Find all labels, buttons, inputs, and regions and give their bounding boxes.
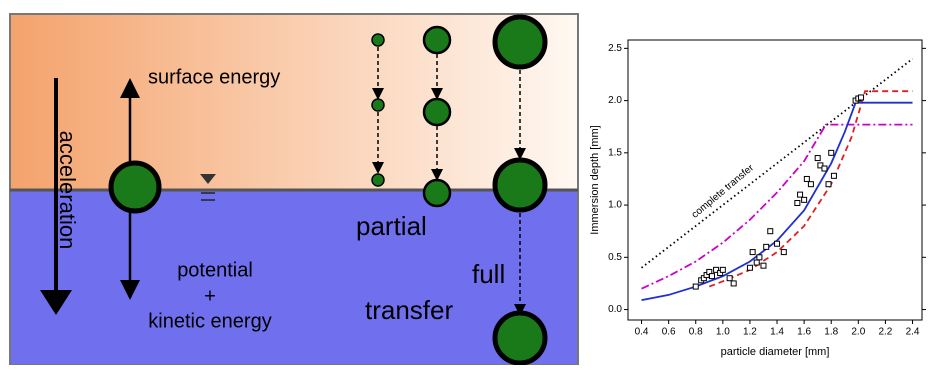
- data-point: [831, 173, 836, 178]
- particle: [372, 34, 384, 46]
- x-tick-label: 2.0: [851, 327, 865, 338]
- diagram: acceleration surface energy potential + …: [10, 14, 578, 365]
- data-point: [731, 281, 736, 286]
- particle: [424, 180, 450, 206]
- data-point: [720, 267, 725, 272]
- figure: acceleration surface energy potential + …: [0, 0, 933, 365]
- data-point: [815, 156, 820, 161]
- data-point: [795, 200, 800, 205]
- data-point: [727, 276, 732, 281]
- x-tick-label: 1.0: [716, 327, 730, 338]
- data-point: [826, 182, 831, 187]
- x-tick-label: 0.6: [662, 327, 676, 338]
- data-point: [757, 255, 762, 260]
- data-point: [802, 197, 807, 202]
- series-line: [709, 91, 912, 286]
- data-point: [768, 229, 773, 234]
- x-tick-label: 0.8: [689, 327, 703, 338]
- label: transfer: [365, 295, 453, 325]
- particle: [111, 163, 159, 211]
- particle: [424, 99, 450, 125]
- data-point: [775, 241, 780, 246]
- label: acceleration: [55, 131, 80, 250]
- data-point: [781, 250, 786, 255]
- data-point: [754, 260, 759, 265]
- data-point: [761, 263, 766, 268]
- x-tick-label: 1.8: [824, 327, 838, 338]
- y-tick-label: 0.0: [608, 304, 622, 315]
- label: kinetic energy: [148, 310, 271, 332]
- x-axis-title: particle diameter [mm]: [721, 346, 830, 358]
- y-tick-label: 1.0: [608, 200, 622, 211]
- chart: 0.4 0.6 0.8 1.0 1.2 1.4 1.6 1.8 2.0 2.2 2.4 0.0 0.5 1…: [589, 40, 926, 358]
- data-point: [859, 95, 864, 100]
- data-point: [822, 166, 827, 171]
- y-tick-label: 2.5: [608, 43, 622, 54]
- x-tick-label: 1.6: [797, 327, 811, 338]
- plot-frame: [628, 40, 922, 320]
- particle: [495, 17, 545, 67]
- series-line: [642, 125, 913, 289]
- y-axis-title: Immersion depth [mm]: [589, 125, 601, 234]
- x-tick-label: 2.4: [906, 327, 920, 338]
- x-tick-label: 1.4: [770, 327, 784, 338]
- particle: [424, 27, 450, 53]
- data-point: [829, 150, 834, 155]
- data-point: [804, 176, 809, 181]
- data-point: [764, 244, 769, 249]
- data-point: [693, 284, 698, 289]
- x-tick-label: 1.2: [743, 327, 757, 338]
- label: +: [204, 285, 216, 307]
- label: partial: [356, 211, 427, 241]
- y-tick-label: 2.0: [608, 95, 622, 106]
- data-point: [747, 265, 752, 270]
- label: potential: [177, 259, 253, 281]
- series-line: [642, 59, 913, 268]
- particle: [495, 160, 545, 210]
- particle: [372, 174, 384, 186]
- annotation: complete transfer: [690, 162, 757, 221]
- y-tick-label: 1.5: [608, 147, 622, 158]
- data-point: [808, 182, 813, 187]
- label: full: [472, 259, 505, 289]
- data-point: [798, 192, 803, 197]
- series-line: [642, 103, 913, 300]
- particle: [495, 313, 545, 363]
- data-point: [750, 250, 755, 255]
- x-tick-label: 2.2: [878, 327, 892, 338]
- label: surface energy: [148, 66, 280, 88]
- y-tick-label: 0.5: [608, 252, 622, 263]
- x-tick-label: 0.4: [635, 327, 649, 338]
- data-point: [710, 274, 715, 279]
- particle: [372, 99, 384, 111]
